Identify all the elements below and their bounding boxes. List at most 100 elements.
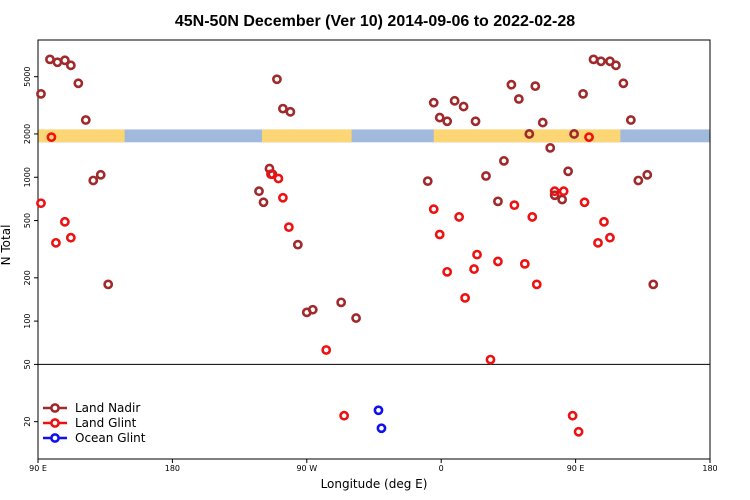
legend-marker-land-nadir <box>50 403 60 413</box>
land-nadir-point <box>549 190 560 201</box>
x-tick-label: 90 W <box>296 464 317 473</box>
land-glint-point <box>273 173 284 184</box>
land-segment <box>38 129 125 143</box>
land-glint-point <box>558 186 569 197</box>
land-glint-point <box>283 222 294 233</box>
land-nadir-point <box>65 60 76 71</box>
land-nadir-point <box>307 304 318 315</box>
chart-title: 45N-50N December (Ver 10) 2014-09-06 to … <box>175 13 575 30</box>
land-nadir-point <box>278 103 288 114</box>
land-glint-point <box>454 212 465 222</box>
land-glint-point <box>472 249 482 260</box>
y-axis-label: N Total <box>0 225 13 266</box>
legend-marker-land-glint <box>50 418 60 428</box>
legend-marker-ocean-glint <box>50 433 60 443</box>
land-nadir-point <box>530 81 541 92</box>
x-tick-label: 180 <box>702 464 717 473</box>
land-mask-band <box>38 129 710 143</box>
x-tick-label: 180 <box>165 464 180 473</box>
land-nadir-point <box>618 78 629 89</box>
land-glint-point <box>509 200 520 211</box>
land-nadir-point <box>499 155 509 166</box>
land-glint-point <box>567 410 578 421</box>
land-nadir-point <box>588 54 599 65</box>
land-nadir-point <box>442 116 453 127</box>
y-axis: 20 50 100 200 500 1000 2000 5000 <box>23 67 38 427</box>
land-nadir-point <box>458 101 469 112</box>
land-glint-point <box>527 212 538 222</box>
land-nadir-point <box>422 176 433 187</box>
land-nadir-point <box>648 279 659 290</box>
land-nadir-point <box>59 55 70 66</box>
land-nadir-point <box>545 143 556 153</box>
land-nadir-point <box>633 175 644 186</box>
land-nadir-point <box>449 95 460 106</box>
data-points <box>36 54 659 437</box>
x-axis: 90 E 180 90 W 0 90 E 180 <box>29 459 718 473</box>
land-nadir-point <box>596 56 606 67</box>
land-glint-point <box>531 279 542 290</box>
land-glint-point <box>51 237 61 248</box>
land-nadir-point <box>258 197 269 208</box>
land-nadir-point <box>95 169 106 180</box>
land-nadir-point <box>36 88 46 99</box>
land-nadir-point <box>52 57 63 68</box>
land-nadir-point <box>80 115 91 125</box>
land-nadir-point <box>428 97 439 108</box>
land-nadir-point <box>336 297 347 308</box>
y-tick-label: 200 <box>23 270 32 285</box>
legend-label-land-nadir: Land Nadir <box>75 401 140 415</box>
land-nadir-point <box>537 117 548 128</box>
land-nadir-point <box>285 106 296 117</box>
land-glint-point <box>584 132 594 143</box>
land-glint-point <box>519 258 530 269</box>
land-glint-point <box>579 197 590 208</box>
land-glint-point <box>605 232 615 243</box>
land-nadir-point <box>470 116 481 127</box>
land-glint-point <box>65 232 76 243</box>
land-glint-point <box>493 256 503 267</box>
plot-area-frame <box>37 39 711 460</box>
x-tick-label: 90 E <box>29 464 47 473</box>
land-nadir-point <box>272 74 282 85</box>
land-nadir-point <box>351 313 361 323</box>
land-nadir-point <box>103 279 114 290</box>
land-nadir-point <box>434 112 445 123</box>
land-nadir-point <box>45 54 55 65</box>
land-glint-point <box>321 345 332 355</box>
land-nadir-point <box>292 239 303 250</box>
land-glint-point <box>434 229 445 240</box>
land-nadir-point <box>88 175 99 186</box>
y-tick-label: 500 <box>23 213 32 228</box>
land-glint-point <box>428 204 439 215</box>
land-glint-point <box>599 216 609 227</box>
land-segment <box>262 129 352 143</box>
land-glint-point <box>485 354 496 365</box>
land-glint-point <box>469 264 479 274</box>
land-nadir-point <box>642 169 653 180</box>
land-nadir-point <box>563 166 574 177</box>
x-tick-label: 0 <box>439 464 444 473</box>
land-glint-point <box>36 198 46 209</box>
y-tick-label: 5000 <box>23 67 32 87</box>
land-glint-point <box>549 186 560 197</box>
land-nadir-point <box>493 196 503 207</box>
x-axis-label: Longitude (deg E) <box>321 477 428 491</box>
land-glint-point <box>46 132 57 143</box>
land-glint-point <box>593 237 603 248</box>
land-nadir-point <box>569 129 580 139</box>
land-glint-point <box>573 426 584 437</box>
legend-label-land-glint: Land Glint <box>75 416 137 430</box>
y-tick-label: 100 <box>23 313 32 328</box>
land-nadir-point <box>578 88 588 99</box>
ocean-glint-point <box>373 405 384 416</box>
y-tick-label: 20 <box>23 417 32 427</box>
x-tick-label: 90 E <box>567 464 585 473</box>
land-nadir-point <box>481 171 491 181</box>
land-glint-point <box>442 266 453 277</box>
land-nadir-point <box>557 194 568 205</box>
land-nadir-point <box>524 129 535 139</box>
land-glint-point <box>266 169 276 180</box>
land-nadir-point <box>611 60 621 71</box>
